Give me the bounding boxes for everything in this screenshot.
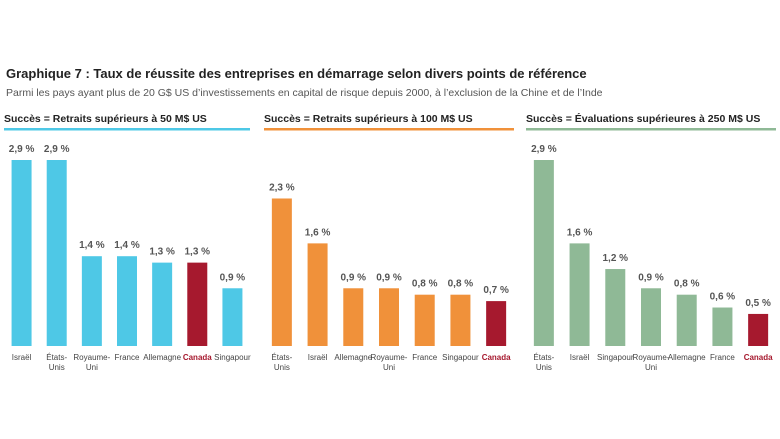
category-label: Canada — [482, 353, 511, 362]
value-label: 1,3 % — [184, 247, 210, 258]
category-label: Royaume-Uni — [73, 353, 110, 372]
value-label: 2,9 % — [44, 144, 70, 155]
bar — [748, 313, 769, 346]
value-label: 0,9 % — [638, 272, 664, 283]
bar — [271, 198, 292, 346]
value-label: 0,9 % — [340, 272, 366, 283]
value-label: 0,8 % — [674, 279, 700, 290]
bar — [641, 288, 661, 346]
panel-title: Succès = Évaluations supérieures à 250 M… — [526, 112, 760, 125]
bar — [46, 160, 67, 346]
panel-rule — [4, 128, 250, 131]
value-label: 2,9 % — [9, 144, 35, 155]
category-label: Singapour — [214, 353, 251, 362]
bar — [152, 262, 173, 346]
bar — [486, 301, 507, 346]
category-label: États-Unis — [46, 353, 67, 372]
bar — [343, 288, 364, 346]
value-label: 1,2 % — [602, 253, 628, 264]
panel-title: Succès = Retraits supérieurs à 50 M$ US — [4, 113, 207, 125]
bar — [533, 160, 554, 346]
category-label: Allemagne — [143, 353, 181, 362]
panel-title: Succès = Retraits supérieurs à 100 M$ US — [264, 113, 473, 125]
value-label: 0,7 % — [483, 285, 509, 296]
bar — [605, 269, 626, 346]
category-label: France — [115, 353, 140, 362]
category-label: Canada — [744, 353, 773, 362]
bar — [187, 262, 208, 346]
panel-rule — [264, 128, 514, 131]
category-label: États-Unis — [271, 353, 292, 372]
page-title: Graphique 7 : Taux de réussite des entre… — [6, 66, 587, 81]
category-label: Royaume-Uni — [371, 353, 408, 372]
category-label: Singapour — [442, 353, 479, 362]
bar — [712, 307, 733, 346]
value-label: 1,3 % — [149, 247, 175, 258]
bar — [11, 160, 32, 346]
category-label: Israël — [12, 353, 32, 362]
category-label: Allemagne — [334, 353, 372, 362]
value-label: 2,3 % — [269, 182, 295, 193]
bar — [450, 294, 471, 346]
bar — [307, 243, 328, 346]
value-label: 0,8 % — [412, 279, 438, 290]
category-label: France — [412, 353, 437, 362]
category-label: Allemagne — [668, 353, 706, 362]
bar — [414, 294, 435, 346]
category-label: Singapour — [597, 353, 634, 362]
panel-rule — [526, 128, 776, 131]
category-label: Royaume-Uni — [633, 353, 670, 372]
bar — [81, 256, 102, 346]
value-label: 0,6 % — [710, 292, 736, 303]
bar — [569, 243, 590, 346]
page-subtitle: Parmi les pays ayant plus de 20 G$ US d’… — [6, 87, 603, 99]
category-label: États-Unis — [533, 353, 554, 372]
value-label: 1,4 % — [114, 240, 140, 251]
value-label: 0,5 % — [745, 298, 771, 309]
bar — [676, 294, 697, 346]
value-label: 1,4 % — [79, 240, 105, 251]
category-label: Israël — [570, 353, 590, 362]
bar — [379, 288, 399, 346]
value-label: 1,6 % — [305, 227, 331, 238]
category-label: France — [710, 353, 735, 362]
value-label: 0,9 % — [376, 272, 402, 283]
value-label: 2,9 % — [531, 144, 557, 155]
category-label: Canada — [183, 353, 212, 362]
bar — [117, 256, 137, 346]
value-label: 0,8 % — [448, 279, 474, 290]
value-label: 1,6 % — [567, 227, 593, 238]
value-label: 0,9 % — [220, 272, 246, 283]
bar — [222, 288, 243, 346]
category-label: Israël — [308, 353, 328, 362]
